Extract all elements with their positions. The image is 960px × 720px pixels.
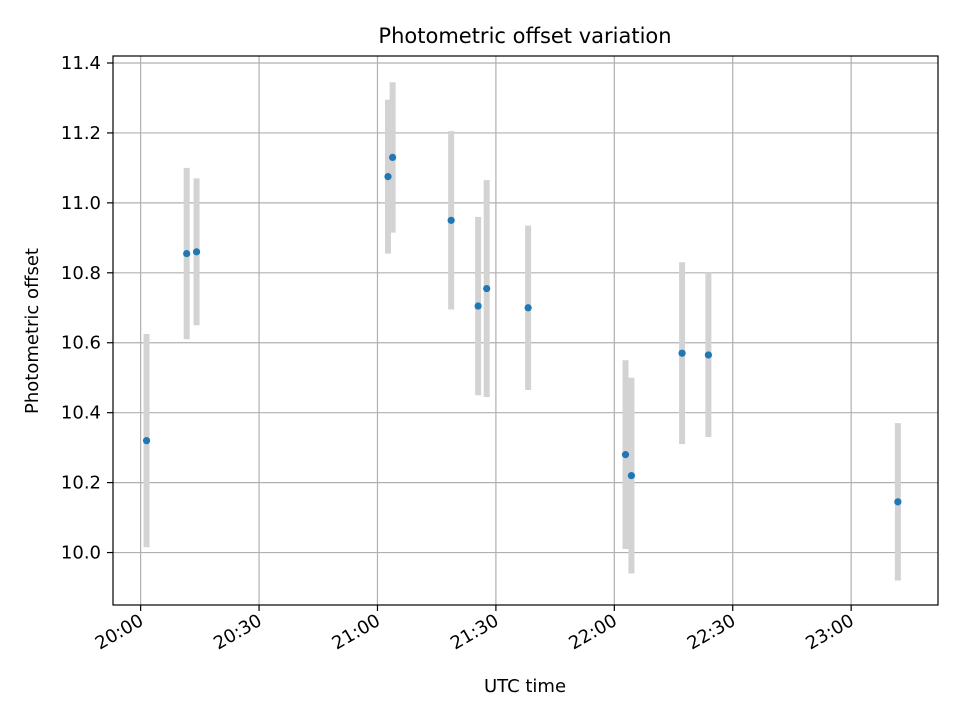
data-point — [142, 437, 151, 445]
data-point — [474, 302, 482, 310]
point-layer — [142, 153, 902, 506]
y-tick-label: 10.4 — [61, 403, 101, 424]
data-point — [447, 216, 455, 224]
y-tick-label: 10.2 — [61, 473, 101, 494]
chart-title: Photometric offset variation — [378, 24, 671, 48]
data-point — [192, 248, 201, 256]
data-point — [384, 173, 392, 181]
y-tick-label: 11.2 — [61, 123, 101, 144]
data-point — [524, 304, 532, 312]
y-tick-label: 10.8 — [61, 263, 101, 284]
data-point — [183, 249, 191, 258]
y-tick-label: 11.4 — [61, 53, 101, 74]
data-point — [704, 351, 712, 359]
plot-frame — [112, 55, 939, 606]
data-point — [389, 153, 397, 162]
y-axis-title: Photometric offset — [22, 248, 43, 414]
y-tick-label: 10.6 — [61, 333, 101, 354]
y-tick-label: 10.0 — [61, 543, 101, 564]
x-axis-title: UTC time — [484, 676, 566, 697]
data-point — [627, 472, 636, 480]
data-point — [483, 284, 491, 293]
y-tick-label: 11.0 — [61, 193, 101, 214]
data-point — [621, 451, 630, 459]
data-point — [678, 349, 686, 357]
data-point — [894, 498, 902, 506]
